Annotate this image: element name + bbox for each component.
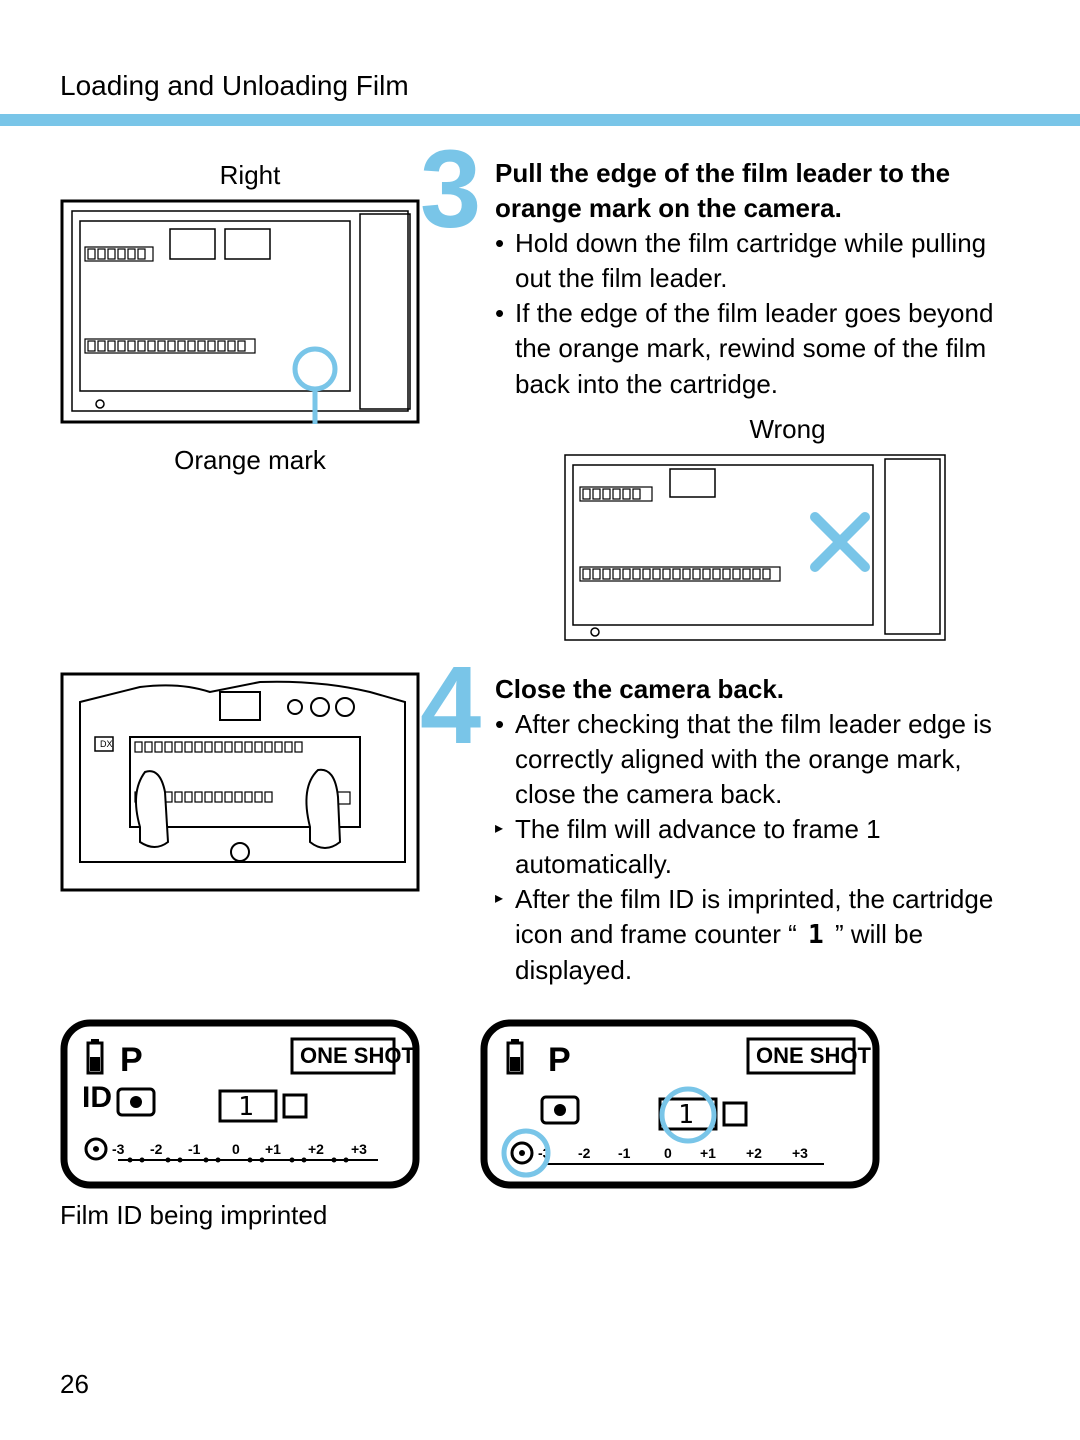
figure-right-label: Right	[60, 160, 440, 191]
step-4-heading: Close the camera back.	[495, 672, 1020, 707]
svg-text:1: 1	[238, 1092, 254, 1122]
bullet-dot-icon: •	[495, 226, 515, 296]
svg-text:P: P	[548, 1041, 571, 1079]
svg-text:1: 1	[678, 1100, 694, 1130]
svg-text:ONE SHOT: ONE SHOT	[300, 1043, 415, 1068]
svg-text:ONE SHOT: ONE SHOT	[756, 1043, 871, 1068]
step-4-bullet-1: After checking that the film leader edge…	[515, 707, 1020, 812]
svg-text:+1: +1	[265, 1141, 281, 1157]
svg-text:0: 0	[664, 1145, 672, 1161]
lcd-panel-id-imprinting: P ONE SHOT ID 1 -3 -2 -1	[60, 1019, 420, 1189]
step-4-arrow-2: After the film ID is imprinted, the cart…	[515, 882, 1020, 988]
figure-close-camera-back: DX	[60, 672, 420, 892]
result-arrow-icon: ▸	[495, 882, 515, 988]
svg-text:+1: +1	[700, 1145, 716, 1161]
svg-text:-1: -1	[618, 1145, 631, 1161]
svg-text:ID: ID	[82, 1081, 112, 1114]
figure-orange-mark-label: Orange mark	[60, 445, 440, 476]
page-number: 26	[60, 1369, 89, 1400]
step-3-bullet-1: Hold down the film cartridge while pulli…	[515, 226, 1020, 296]
step-3-heading: Pull the edge of the film leader to the …	[495, 156, 1020, 226]
lcd-panel-frame-ready: P ONE SHOT 1 -3-2 -10 +1+2 +3	[480, 1019, 880, 1189]
figure-camera-wrong	[555, 447, 955, 647]
svg-text:-2: -2	[578, 1145, 591, 1161]
step-4-arrow-1: The film will advance to frame 1 automat…	[515, 812, 1020, 882]
lcd-caption-film-id: Film ID being imprinted	[60, 1200, 440, 1231]
svg-text:+3: +3	[351, 1141, 367, 1157]
svg-text:P: P	[120, 1041, 143, 1079]
svg-text:-1: -1	[188, 1141, 201, 1157]
header-accent-bar	[0, 114, 1080, 126]
svg-text:0: 0	[232, 1141, 240, 1157]
svg-text:+3: +3	[792, 1145, 808, 1161]
svg-text:+2: +2	[746, 1145, 762, 1161]
bullet-dot-icon: •	[495, 296, 515, 401]
bullet-dot-icon: •	[495, 707, 515, 812]
svg-text:DX: DX	[100, 739, 113, 749]
page-header-title: Loading and Unloading Film	[60, 70, 1020, 102]
svg-text:-2: -2	[150, 1141, 163, 1157]
figure-camera-right	[60, 199, 420, 424]
svg-text:+2: +2	[308, 1141, 324, 1157]
step-3-bullet-2: If the edge of the film leader goes beyo…	[515, 296, 1020, 401]
svg-text:-3: -3	[112, 1141, 125, 1157]
figure-wrong-label: Wrong	[555, 414, 1020, 445]
result-arrow-icon: ▸	[495, 812, 515, 882]
frame-counter-glyph-icon: 1	[804, 918, 828, 953]
